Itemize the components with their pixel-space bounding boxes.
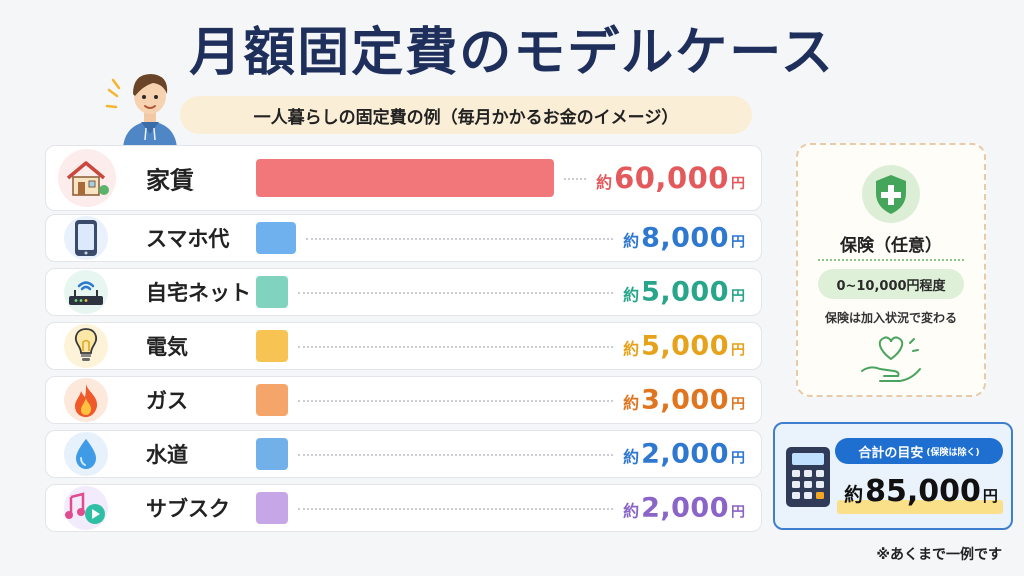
leader-dots [298,400,613,402]
expense-row: サブスク 約 2,000 円 [45,484,762,532]
expense-row: 自宅ネット 約 5,000 円 [45,268,762,316]
value-number: 60,000 [614,161,729,195]
value-number: 2,000 [641,493,729,524]
value-unit: 円 [731,502,745,522]
expense-row: スマホ代 約 8,000 円 [45,214,762,262]
category-label: 電気 [146,331,188,361]
value-label: 約 5,000 円 [623,277,745,308]
value-unit: 円 [731,340,745,360]
hand-heart-icon [856,333,926,385]
value-label: 約 2,000 円 [623,439,745,470]
subtitle-text: 一人暮らしの固定費の例（毎月かかるお金のイメージ） [254,103,679,128]
category-label: スマホ代 [146,223,229,253]
bar [256,438,288,470]
insurance-card: 保険（任意） 0~10,000円程度 保険は加入状況で変わる [796,143,986,397]
value-label: 約 60,000 円 [596,161,745,195]
category-label: サブスク [146,493,230,523]
leader-dots [564,178,586,180]
insurance-title: 保険（任意） [798,231,984,256]
value-prefix: 約 [623,228,639,252]
insurance-range-badge: 0~10,000円程度 [818,269,964,299]
value-number: 8,000 [641,223,729,254]
calculator-icon [785,446,831,508]
value-prefix: 約 [623,336,639,360]
total-prefix: 約 [844,480,863,507]
bar [256,159,554,197]
value-number: 2,000 [641,439,729,470]
leader-dots [298,508,613,510]
insurance-note: 保険は加入状況で変わる [798,309,984,326]
value-unit: 円 [731,232,745,252]
value-prefix: 約 [623,444,639,468]
value-prefix: 約 [623,282,639,306]
expense-row: ガス 約 3,000 円 [45,376,762,424]
total-label-badge: 合計の目安 (保険は除く) [835,438,1003,464]
expense-bar-chart: 家賃約 60,000 円スマホ代約 8,000 円自宅ネット約 5,000 円電気約 5,00… [45,145,762,538]
total-label: 合計の目安 [858,442,923,461]
water-drop-icon [64,432,108,476]
house-icon [58,149,116,207]
bar [256,222,296,254]
expense-row: 水道 約 2,000 円 [45,430,762,478]
total-unit: 円 [983,485,998,506]
value-prefix: 約 [596,169,612,193]
divider [818,259,964,261]
smartphone-icon [64,216,108,260]
value-prefix: 約 [623,498,639,522]
value-label: 約 5,000 円 [623,331,745,362]
leader-dots [298,292,613,294]
category-label: 水道 [146,439,188,469]
bar [256,384,288,416]
total-value: 85,000 [865,474,981,509]
bar [256,330,288,362]
total-card: 合計の目安 (保険は除く) 約 85,000 円 [773,422,1013,530]
category-label: 自宅ネット [146,277,251,307]
shield-plus-icon [862,165,920,223]
value-label: 約 2,000 円 [623,493,745,524]
expense-row: 電気 約 5,000 円 [45,322,762,370]
value-unit: 円 [731,394,745,414]
leader-dots [306,238,613,240]
value-unit: 円 [731,173,745,193]
value-unit: 円 [731,448,745,468]
expense-row: 家賃 約 60,000 円 [45,145,762,211]
total-amount: 約 85,000 円 [835,474,1007,514]
lightbulb-icon [64,324,108,368]
category-label: 家賃 [146,161,194,196]
footnote: ※あくまで一例です [876,544,1002,564]
subtitle-banner: 一人暮らしの固定費の例（毎月かかるお金のイメージ） [180,96,752,134]
value-number: 5,000 [641,331,729,362]
value-number: 3,000 [641,385,729,416]
bar [256,492,288,524]
value-prefix: 約 [623,390,639,414]
bar [256,276,288,308]
value-number: 5,000 [641,277,729,308]
value-label: 約 8,000 円 [623,223,745,254]
flame-icon [64,378,108,422]
value-label: 約 3,000 円 [623,385,745,416]
music-play-icon [64,486,108,530]
router-icon [64,270,108,314]
leader-dots [298,346,613,348]
category-label: ガス [146,385,188,415]
leader-dots [298,454,613,456]
total-label-note: (保険は除く) [926,445,979,458]
value-unit: 円 [731,286,745,306]
